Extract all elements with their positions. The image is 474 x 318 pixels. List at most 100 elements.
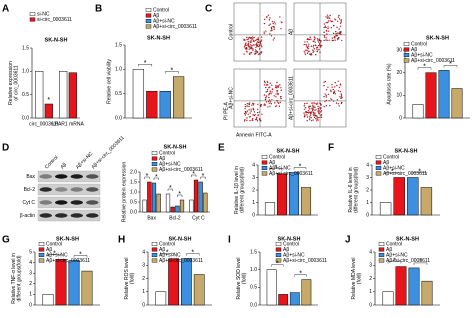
legend-swatch [275,258,282,263]
flow-dot [337,90,340,92]
bar [451,88,463,119]
y-tick-label: 3 [142,263,145,269]
flow-dot [248,102,251,104]
flow-dot [318,48,320,51]
flow-dot [323,31,325,33]
flow-dot [337,80,339,82]
flow-dot [276,89,278,92]
flow-dot [245,47,248,50]
flow-dot [316,118,318,120]
flow-dot [265,30,267,32]
flow-dot [306,116,309,118]
flow-dot [332,91,335,94]
row-label: β-actin [20,213,35,219]
flow-dot [263,94,266,96]
y-tick-label: 3 [369,263,372,269]
legend-swatch [375,165,382,170]
flow-dot [331,98,333,101]
bar [146,90,158,119]
flow-dot [306,38,308,41]
y-tick-label: 1.5 [115,42,122,48]
flow-dot [311,108,314,111]
flow-dot [276,99,278,102]
flow-dot [340,19,343,21]
flow-dot [276,87,278,89]
y-axis-label: Relative IL-1β level in [234,166,240,214]
y-tick-label: 3 [366,175,369,181]
significance-bracket [191,174,197,177]
flow-dot [326,14,329,16]
flow-dot [308,118,311,120]
flow-dot [306,114,308,116]
y-tick-label: 1 [142,289,145,295]
legend-label: Aβ+si-NC [269,165,291,171]
flow-dot [332,32,335,35]
flow-dot [326,21,329,24]
y-axis-label: (fold) [356,272,362,284]
flow-dot [319,104,322,106]
bar [407,177,419,216]
flow-dot [314,37,316,39]
flow-dot [314,106,316,108]
y-tick-label: 3 [252,175,255,181]
flow-dot [330,89,332,92]
panel-letter: I [228,235,231,246]
flow-dot [325,96,327,98]
flow-dot [320,116,322,119]
flow-dot [304,106,307,109]
y-axis-label: Relative expression [8,61,14,105]
bar [278,294,289,306]
flow-dot [330,90,332,93]
flow-dot [336,98,339,101]
bar [395,266,407,306]
flow-dot [311,102,313,104]
y-tick-label: 0.5 [22,92,29,98]
chart-title: SK-N-SH [45,37,68,43]
flow-dot [334,37,336,39]
flow-dot [252,108,255,111]
flow-dot [310,54,313,56]
blot-band [39,213,52,218]
bar [151,182,157,213]
y-tick-label: 1.0 [130,189,137,195]
blot-band [55,187,68,192]
legend-swatch [378,241,385,246]
legend-label: Aβ+si-circ_0003611 [153,24,197,30]
flow-dot [250,110,252,112]
flow-dot [258,41,260,44]
legend-label: Aβ+si-NC [153,18,175,24]
flow-dot [313,113,315,115]
flow-dot [248,46,251,48]
legend-swatch [151,156,158,161]
y-tick-label: 10 [396,93,402,99]
y-tick-label: 0 [366,212,369,218]
y-tick-label: 1 [252,200,255,206]
flow-dot [243,112,246,115]
legend-swatch [403,53,410,58]
flow-dot [253,36,255,39]
legend-label: Control [411,41,427,47]
legend-label: Aβ+si-NC [159,252,181,258]
legend-label: Aβ [383,160,389,166]
blot-band [86,200,99,205]
flow-dot [335,102,338,104]
flow-dot [338,86,341,89]
legend-swatch [145,24,152,29]
flow-dot [276,81,278,84]
panel-letter: J [345,235,351,246]
flow-dot [339,90,342,93]
panel-letter: F [328,143,334,154]
y-tick-label: 1.5 [22,45,29,51]
flow-dot [318,116,320,119]
chart-title: SK-N-SH [164,144,187,150]
y-tick-label: 0.0 [22,115,29,121]
y-tick-label: 0.5 [115,91,122,97]
flow-dot [253,114,256,117]
flow-dot [311,107,313,110]
flow-dot [259,105,262,107]
bar [420,187,433,216]
significance-bracket [293,167,307,170]
legend-label: Aβ+si-circ_0003611 [283,258,327,264]
bar [159,90,171,119]
flow-dot [274,102,276,104]
